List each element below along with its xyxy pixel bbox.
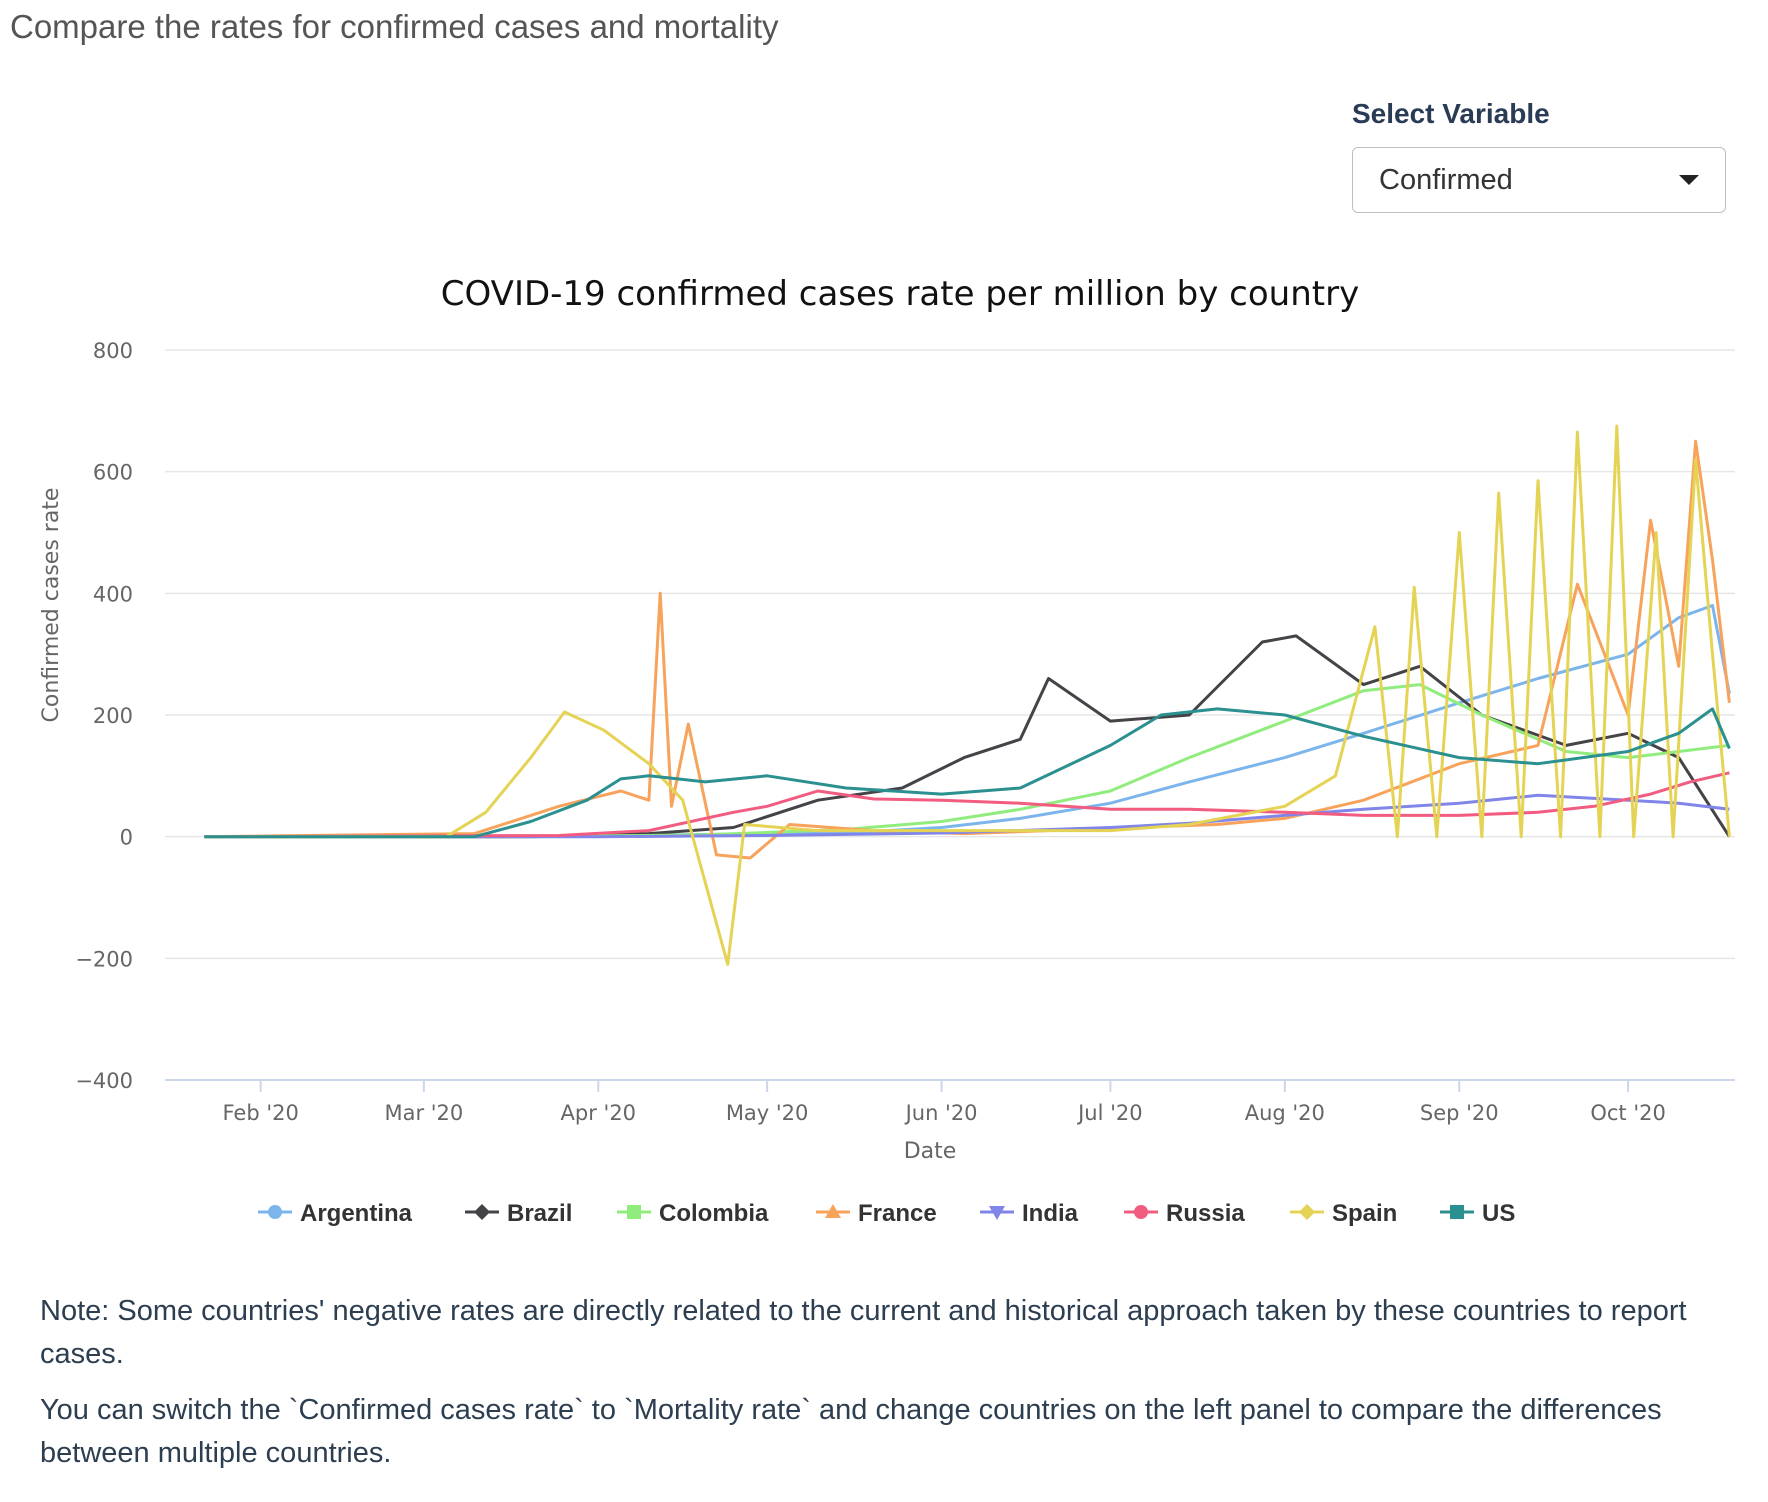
legend-item-us[interactable]: US <box>1440 1200 1515 1227</box>
x-tick-label: Jun '20 <box>904 1101 978 1125</box>
legend-item-india[interactable]: India <box>980 1200 1079 1227</box>
legend-label: Spain <box>1332 1200 1397 1227</box>
series-line-russia[interactable] <box>204 771 1730 839</box>
line-chart: COVID-19 confirmed cases rate per millio… <box>39 274 1735 1227</box>
plot-area <box>204 424 1731 966</box>
y-tick-label: 400 <box>93 582 133 606</box>
x-axis-title: Date <box>904 1139 957 1164</box>
x-tick-label: Oct '20 <box>1590 1101 1665 1125</box>
series-line-us[interactable] <box>204 707 1731 839</box>
x-tick-label: Sep '20 <box>1420 1101 1499 1125</box>
y-axis-title: Confirmed cases rate <box>39 488 64 723</box>
x-tick-label: Mar '20 <box>384 1101 463 1125</box>
x-tick-label: Aug '20 <box>1245 1101 1325 1125</box>
notes: Note: Some countries' negative rates are… <box>40 1290 1730 1488</box>
legend-item-spain[interactable]: Spain <box>1290 1200 1397 1227</box>
page-heading: Compare the rates for confirmed cases an… <box>10 8 779 45</box>
legend-item-brazil[interactable]: Brazil <box>465 1200 572 1227</box>
y-tick-label: 600 <box>93 461 133 485</box>
x-tick-label: Feb '20 <box>222 1101 298 1125</box>
legend-label: Brazil <box>507 1200 572 1227</box>
legend-item-russia[interactable]: Russia <box>1124 1200 1245 1227</box>
legend-item-colombia[interactable]: Colombia <box>617 1200 769 1227</box>
y-tick-label: −400 <box>75 1069 133 1093</box>
note-switch-hint: You can switch the `Confirmed cases rate… <box>40 1394 1662 1469</box>
legend-label: India <box>1022 1200 1079 1227</box>
x-tick-label: May '20 <box>726 1101 809 1125</box>
variable-select[interactable]: Confirmed <box>1352 147 1726 213</box>
legend-label: Russia <box>1166 1200 1245 1227</box>
legend-label: France <box>858 1200 937 1227</box>
x-tick-label: Jul '20 <box>1076 1101 1143 1125</box>
series-line-brazil[interactable] <box>204 634 1731 839</box>
legend-label: Colombia <box>659 1200 769 1227</box>
select-variable-label: Select Variable <box>1352 98 1550 129</box>
chart-title: COVID-19 confirmed cases rate per millio… <box>441 274 1359 314</box>
y-tick-label: 800 <box>93 339 133 363</box>
x-tick-label: Apr '20 <box>561 1101 637 1125</box>
legend-label: US <box>1482 1200 1515 1227</box>
y-tick-label: 200 <box>93 704 133 728</box>
series-line-spain[interactable] <box>204 424 1731 966</box>
y-tick-label: 0 <box>120 826 133 850</box>
legend-label: Argentina <box>300 1200 413 1227</box>
caret-down-icon[interactable] <box>1679 175 1699 185</box>
variable-select-value: Confirmed <box>1379 163 1513 196</box>
legend-item-france[interactable]: France <box>816 1200 937 1227</box>
legend-item-argentina[interactable]: Argentina <box>258 1200 413 1227</box>
note-negative-rates: Note: Some countries' negative rates are… <box>40 1295 1687 1370</box>
y-tick-label: −200 <box>75 947 133 971</box>
